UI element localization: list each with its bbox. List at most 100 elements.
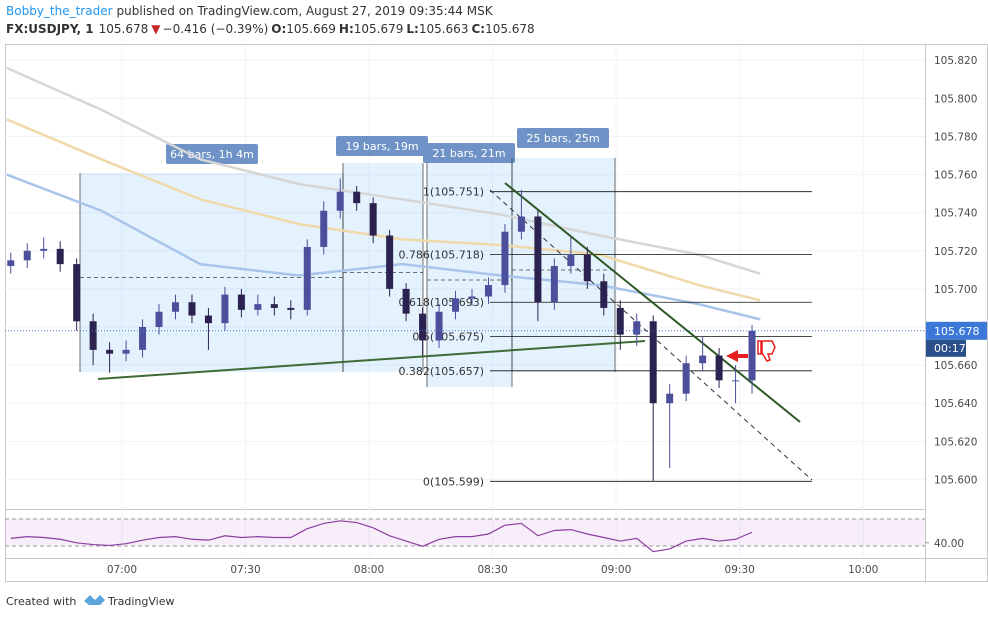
open-label: O: (271, 22, 286, 36)
y-tick-label: 105.660 (934, 360, 977, 372)
candle-body (221, 294, 229, 324)
y-tick-label: 105.740 (934, 208, 977, 220)
candle-body (633, 321, 641, 335)
countdown-tag (926, 339, 966, 357)
current-price-label: 105.678 (934, 325, 980, 338)
fib-label: 0.382(105.657) (398, 365, 484, 378)
range-label: 64 bars, 1h 4m (170, 148, 254, 161)
published: published on TradingView.com, August 27,… (117, 4, 494, 18)
candle-body (517, 216, 525, 232)
y-tick-label: 105.780 (934, 131, 977, 143)
x-tick-label: 08:30 (477, 564, 507, 576)
fib-label: 0.786(105.718) (398, 249, 484, 262)
change-arrow: ▼ (151, 22, 161, 36)
candle-body (402, 288, 410, 314)
y-tick-label: 105.640 (934, 398, 977, 410)
fib-label: 0(105.599) (423, 475, 484, 488)
x-tick-label: 07:00 (107, 564, 137, 576)
current-price-tag (926, 321, 987, 340)
fib-label: 0.5(105.675) (412, 331, 484, 344)
x-tick-label: 09:30 (725, 564, 755, 576)
candle-body (188, 302, 196, 316)
high: 105.679 (354, 22, 404, 36)
candle-body (534, 216, 542, 303)
rsi-tick-label: 40.00 (934, 538, 964, 550)
footer-created: Created with (6, 595, 76, 608)
close: 105.678 (485, 22, 535, 36)
plot: 105.600105.620105.640105.660105.680105.7… (5, 45, 987, 576)
y-tick-label: 105.600 (934, 474, 977, 486)
open: 105.669 (286, 22, 336, 36)
y-tick-label: 105.620 (934, 436, 977, 448)
trendline (504, 182, 801, 423)
range-label: 21 bars, 21m (432, 147, 505, 160)
candle-body (715, 355, 723, 381)
footer-brand[interactable]: TradingView (107, 595, 174, 608)
header-line-2: FX:USDJPY, 1 105.678 ▼ −0.416 (−0.39%) O:105… (6, 22, 535, 36)
x-tick-label: 08:00 (354, 564, 384, 576)
moving-average (6, 66, 761, 275)
candle-body (666, 393, 674, 404)
rsi-line (10, 520, 753, 553)
header-line-1: Bobby_the_trader published on TradingView… (6, 4, 494, 18)
candle-body (320, 210, 328, 247)
countdown: 00:17 (934, 342, 966, 355)
candle-body (468, 296, 476, 299)
last: 105.678 (99, 22, 149, 36)
candle-body (419, 313, 427, 341)
fib-label: 1(105.751) (423, 186, 484, 199)
y-tick-label: 105.760 (934, 170, 977, 182)
change: −0.416 (−0.39%) (163, 22, 269, 36)
candle-body (682, 363, 690, 394)
candle-body (7, 260, 15, 267)
thumbs-down-icon (757, 340, 776, 362)
candle-body (40, 248, 48, 251)
candle-body (23, 250, 31, 261)
date-range (512, 158, 615, 372)
candle-body (567, 254, 575, 267)
candle-body (270, 304, 278, 308)
range-label-bg (423, 143, 515, 163)
x-tick-label: 09:00 (601, 564, 631, 576)
low-label: L: (406, 22, 418, 36)
x-tick-label: 07:30 (230, 564, 260, 576)
candle-body (484, 285, 492, 297)
range-label-bg (517, 128, 609, 148)
y-tick-label: 105.720 (934, 246, 977, 258)
candle-body (649, 321, 657, 404)
author[interactable]: Bobby_the_trader (6, 4, 113, 18)
candle-body (435, 311, 443, 341)
candle-body (73, 264, 81, 322)
date-range (80, 173, 343, 372)
candle-body (353, 191, 361, 204)
candle-body (452, 298, 460, 312)
candle-body (122, 349, 130, 354)
x-tick-label: 10:00 (848, 564, 878, 576)
candle-body (616, 307, 624, 335)
rsi-band (5, 519, 925, 546)
candle-body (287, 307, 295, 310)
candle-body (89, 321, 97, 350)
close-label: C: (471, 22, 485, 36)
candle-body (106, 349, 114, 354)
candle-body (748, 330, 756, 381)
candle-body (204, 315, 212, 324)
range-label: 19 bars, 19m (345, 140, 418, 153)
range-label: 25 bars, 25m (526, 132, 599, 145)
candle-body (369, 203, 377, 236)
candle-body (583, 254, 591, 282)
candle-body (386, 235, 394, 289)
trendline (97, 340, 646, 380)
candle-body (303, 246, 311, 310)
candle-body (501, 231, 509, 286)
candle-body (336, 191, 344, 211)
arrow-icon (726, 350, 748, 362)
high-label: H: (339, 22, 354, 36)
y-tick-label: 105.700 (934, 284, 977, 296)
moving-average (6, 173, 761, 321)
candle-body (155, 311, 163, 327)
candle-body (600, 281, 608, 308)
candle-body (171, 302, 179, 312)
